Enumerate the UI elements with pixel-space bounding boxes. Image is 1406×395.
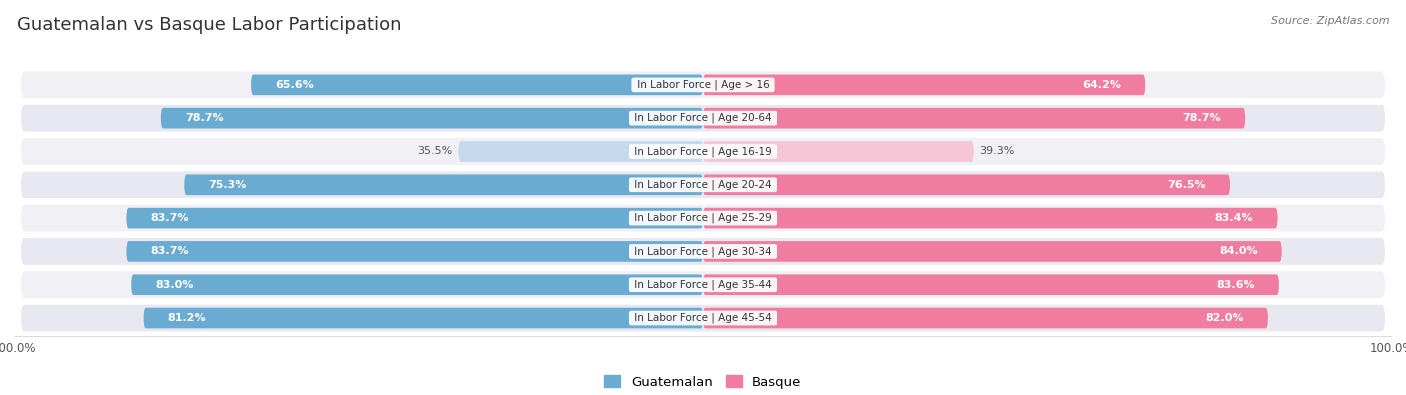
FancyBboxPatch shape	[21, 205, 1385, 231]
Text: In Labor Force | Age 25-29: In Labor Force | Age 25-29	[631, 213, 775, 223]
Text: In Labor Force | Age 20-24: In Labor Force | Age 20-24	[631, 180, 775, 190]
Text: In Labor Force | Age 45-54: In Labor Force | Age 45-54	[631, 313, 775, 323]
FancyBboxPatch shape	[703, 275, 1279, 295]
FancyBboxPatch shape	[21, 71, 1385, 98]
FancyBboxPatch shape	[21, 305, 1385, 331]
Text: 64.2%: 64.2%	[1083, 80, 1121, 90]
Text: In Labor Force | Age 20-64: In Labor Force | Age 20-64	[631, 113, 775, 123]
Text: In Labor Force | Age 30-34: In Labor Force | Age 30-34	[631, 246, 775, 257]
Text: 83.6%: 83.6%	[1216, 280, 1254, 290]
FancyBboxPatch shape	[160, 108, 703, 128]
FancyBboxPatch shape	[252, 75, 703, 95]
Text: 82.0%: 82.0%	[1205, 313, 1244, 323]
Text: In Labor Force | Age 16-19: In Labor Force | Age 16-19	[631, 146, 775, 157]
Text: In Labor Force | Age > 16: In Labor Force | Age > 16	[634, 80, 772, 90]
Text: 39.3%: 39.3%	[979, 147, 1015, 156]
Text: 35.5%: 35.5%	[418, 147, 453, 156]
FancyBboxPatch shape	[703, 108, 1246, 128]
FancyBboxPatch shape	[21, 271, 1385, 298]
FancyBboxPatch shape	[703, 75, 1146, 95]
Text: 83.7%: 83.7%	[150, 213, 188, 223]
FancyBboxPatch shape	[127, 241, 703, 262]
FancyBboxPatch shape	[703, 241, 1282, 262]
FancyBboxPatch shape	[131, 275, 703, 295]
Text: 83.7%: 83.7%	[150, 246, 188, 256]
Text: 78.7%: 78.7%	[1182, 113, 1220, 123]
Legend: Guatemalan, Basque: Guatemalan, Basque	[599, 370, 807, 394]
FancyBboxPatch shape	[703, 308, 1268, 328]
Text: 84.0%: 84.0%	[1219, 246, 1257, 256]
FancyBboxPatch shape	[703, 175, 1230, 195]
Text: In Labor Force | Age 35-44: In Labor Force | Age 35-44	[631, 280, 775, 290]
FancyBboxPatch shape	[21, 105, 1385, 132]
Text: Guatemalan vs Basque Labor Participation: Guatemalan vs Basque Labor Participation	[17, 16, 401, 34]
FancyBboxPatch shape	[143, 308, 703, 328]
FancyBboxPatch shape	[458, 141, 703, 162]
Text: 83.0%: 83.0%	[155, 280, 194, 290]
FancyBboxPatch shape	[703, 141, 974, 162]
Text: 81.2%: 81.2%	[167, 313, 207, 323]
FancyBboxPatch shape	[21, 238, 1385, 265]
FancyBboxPatch shape	[21, 171, 1385, 198]
Text: 76.5%: 76.5%	[1167, 180, 1206, 190]
Text: 83.4%: 83.4%	[1215, 213, 1254, 223]
FancyBboxPatch shape	[21, 138, 1385, 165]
FancyBboxPatch shape	[127, 208, 703, 228]
Text: 65.6%: 65.6%	[276, 80, 314, 90]
FancyBboxPatch shape	[703, 208, 1278, 228]
FancyBboxPatch shape	[184, 175, 703, 195]
Text: 78.7%: 78.7%	[186, 113, 224, 123]
Text: 75.3%: 75.3%	[208, 180, 246, 190]
Text: Source: ZipAtlas.com: Source: ZipAtlas.com	[1271, 16, 1389, 26]
